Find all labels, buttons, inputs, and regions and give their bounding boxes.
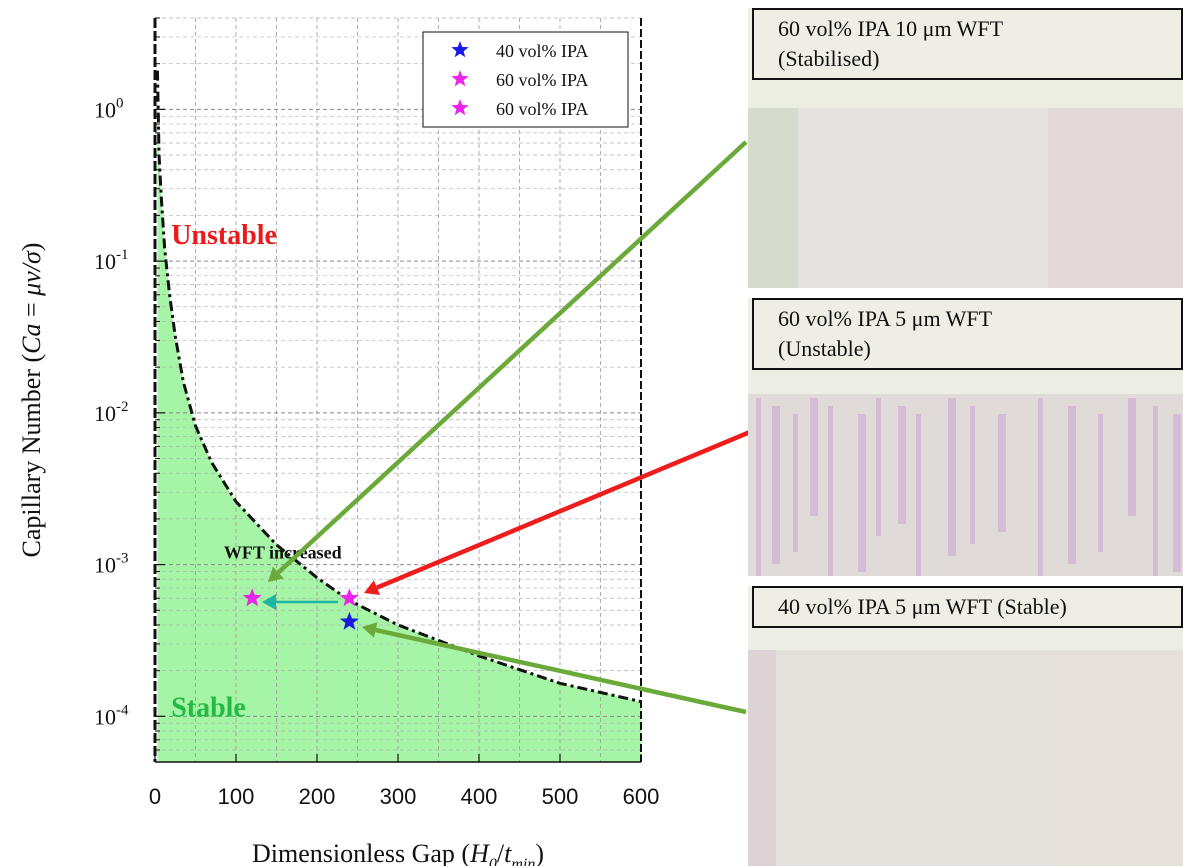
data-point-star (339, 611, 359, 630)
data-point-star (242, 588, 262, 607)
micrograph-stable (748, 586, 1183, 866)
x-tick-label: 400 (461, 784, 498, 809)
legend-marker (451, 41, 469, 58)
y-axis-title: Capillary Number (Ca = μv/σ) (17, 243, 46, 558)
panel-stabilised: 60 vol% IPA 10 μm WFT (Stabilised) (748, 8, 1183, 288)
streak (1038, 398, 1043, 576)
legend-label: 40 vol% IPA (496, 41, 588, 61)
arrow-unstable-head (364, 580, 381, 595)
arrow-stable-head (362, 622, 378, 638)
x-axis-title: Dimensionless Gap (H0/tmin) (252, 839, 544, 866)
streak (793, 414, 798, 552)
caption-line1: 60 vol% IPA 5 μm WFT (778, 306, 993, 331)
data-point-star (339, 588, 359, 607)
streak (1173, 414, 1181, 572)
x-tick-label: 600 (623, 784, 660, 809)
caption-line1: 40 vol% IPA 5 μm WFT (Stable) (778, 594, 1067, 619)
arrow-stable (375, 627, 747, 715)
stable-region-fill (157, 70, 641, 763)
legend-marker (451, 70, 469, 87)
y-tick-label: 10-2 (94, 399, 129, 426)
legend-marker (451, 99, 469, 116)
streak (916, 414, 921, 576)
legend-label: 60 vol% IPA (496, 99, 588, 119)
region-label: Stable (171, 692, 246, 723)
arrow-stabilised (276, 140, 748, 575)
caption-line2: (Stabilised) (778, 46, 880, 71)
streak (1098, 414, 1103, 552)
y-tick-label: 10-4 (94, 702, 129, 729)
caption-stabilised: 60 vol% IPA 10 μm WFT (Stabilised) (752, 8, 1183, 80)
y-tick-label: 10-3 (94, 551, 129, 578)
x-tick-label: 0 (149, 784, 161, 809)
stability-boundary-curve (155, 70, 642, 704)
streak (1153, 406, 1158, 576)
arrow-unstable (376, 429, 751, 590)
streak (772, 406, 780, 564)
panel-unstable: 60 vol% IPA 5 μm WFT (Unstable) (748, 298, 1183, 576)
caption-stable: 40 vol% IPA 5 μm WFT (Stable) (752, 586, 1183, 628)
x-tick-label: 200 (299, 784, 336, 809)
streak (970, 406, 975, 544)
x-tick-label: 300 (380, 784, 417, 809)
region-label: Unstable (171, 220, 277, 251)
panel-stable: 40 vol% IPA 5 μm WFT (Stable) (748, 586, 1183, 866)
streak (828, 406, 833, 576)
legend-label: 60 vol% IPA (496, 70, 588, 90)
streak (876, 398, 881, 536)
streak (858, 414, 866, 572)
y-tick-label: 10-1 (94, 247, 129, 274)
y-tick-label: 100 (94, 95, 124, 122)
streak (810, 398, 818, 516)
streak (998, 414, 1006, 532)
caption-line1: 60 vol% IPA 10 μm WFT (778, 16, 1004, 41)
streak (1128, 398, 1136, 516)
caption-line2: (Unstable) (778, 336, 871, 361)
arrow-wft-increased-head (262, 594, 276, 610)
caption-unstable: 60 vol% IPA 5 μm WFT (Unstable) (752, 298, 1183, 370)
streak (756, 398, 761, 576)
streak (1068, 406, 1076, 564)
arrow-stabilised-head (268, 566, 284, 582)
streak (948, 398, 956, 556)
streak (898, 406, 906, 524)
annotation-label: WFT increased (224, 543, 342, 563)
x-tick-label: 500 (542, 784, 579, 809)
x-tick-label: 100 (218, 784, 255, 809)
